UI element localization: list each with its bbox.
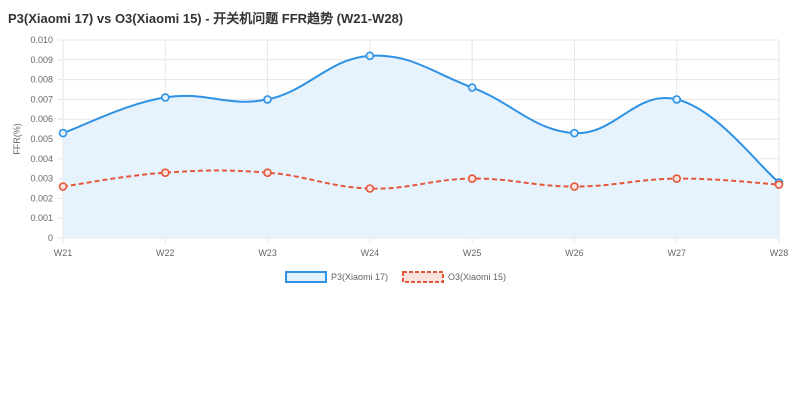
y-tick-label: 0.006 [30, 114, 53, 124]
data-point[interactable] [365, 184, 375, 193]
data-point[interactable] [570, 182, 579, 191]
y-tick-label: 0.003 [30, 174, 53, 184]
y-tick-label: 0.008 [30, 75, 53, 85]
legend-swatch [285, 271, 327, 283]
y-tick-label: 0.005 [30, 134, 53, 144]
legend-swatch [402, 271, 444, 283]
series-line-1 [62, 54, 780, 184]
data-point[interactable] [365, 51, 375, 61]
legend-item-2[interactable]: O3(Xiaomi 15) [402, 271, 506, 283]
x-tick-label: W24 [361, 248, 380, 258]
y-tick-label: 0.010 [30, 35, 53, 45]
data-point[interactable] [672, 95, 682, 104]
y-tick-label: 0 [48, 233, 53, 243]
legend-label: P3(Xiaomi 17) [331, 272, 388, 282]
y-tick-label: 0.002 [30, 193, 53, 203]
y-tick-label: 0.009 [30, 55, 53, 65]
y-tick-label: 0.007 [30, 94, 53, 104]
x-tick-label: W27 [667, 248, 686, 258]
data-point[interactable] [672, 174, 682, 183]
x-tick-label: W23 [258, 248, 277, 258]
data-point[interactable] [58, 128, 68, 138]
x-tick-label: W28 [770, 248, 789, 258]
data-point[interactable] [58, 182, 68, 191]
data-point[interactable] [570, 128, 579, 138]
series-area-1 [63, 55, 779, 239]
y-axis-title: FFR(%) [12, 123, 22, 155]
y-tick-label: 0.004 [30, 154, 53, 164]
data-point[interactable] [160, 168, 170, 177]
legend-item-1[interactable]: P3(Xiaomi 17) [285, 271, 388, 283]
x-tick-label: W21 [54, 248, 73, 258]
legend-label: O3(Xiaomi 15) [448, 272, 506, 282]
series-line-2 [62, 169, 780, 190]
y-tick-label: 0.001 [30, 213, 53, 223]
data-point[interactable] [467, 174, 477, 183]
x-tick-label: W25 [463, 248, 482, 258]
data-point[interactable] [263, 95, 272, 104]
x-tick-label: W26 [565, 248, 584, 258]
x-tick-label: W22 [156, 248, 175, 258]
data-point[interactable] [774, 180, 784, 189]
data-point[interactable] [160, 93, 170, 102]
data-point[interactable] [467, 83, 477, 92]
chart-title: P3(Xiaomi 17) vs O3(Xiaomi 15) - 开关机问题 F… [8, 11, 404, 26]
data-point[interactable] [263, 168, 272, 177]
